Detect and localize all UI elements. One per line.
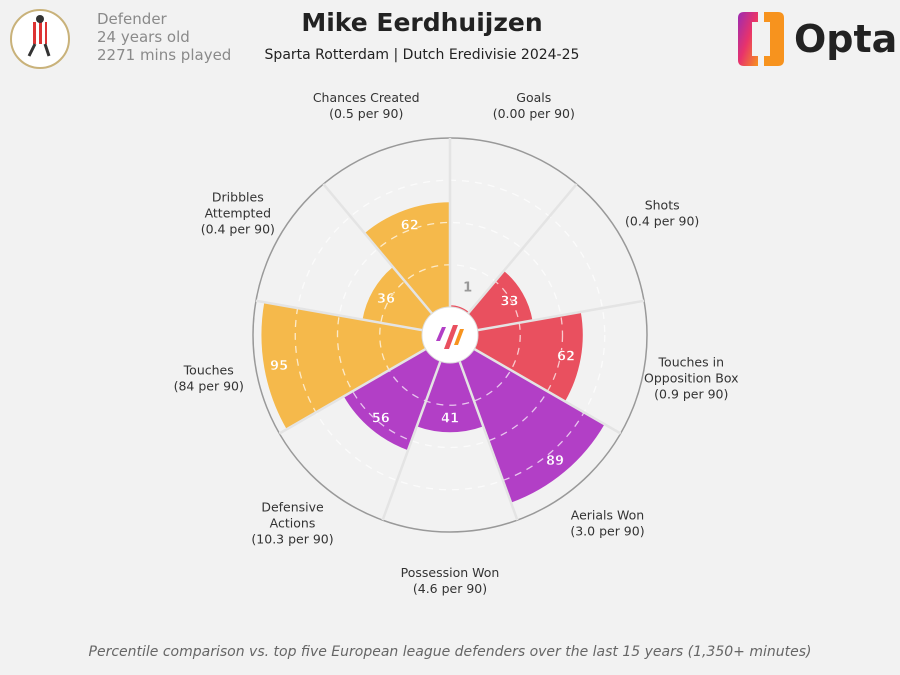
metric-label: Goals (516, 90, 551, 105)
center-logo-icon (444, 325, 458, 349)
metric-per90: (0.4 per 90) (625, 214, 699, 229)
slice-touches (261, 302, 426, 430)
player-position: Defender (97, 10, 167, 28)
slice-dribbles-attempted (362, 266, 433, 331)
slice-possession-won (416, 361, 484, 433)
metric-label: Chances Created (313, 90, 420, 105)
metric-per90: (84 per 90) (174, 379, 244, 394)
center-logo-icon (436, 327, 446, 341)
opta-logo: Opta (736, 8, 897, 70)
opta-wordmark: Opta (794, 17, 898, 61)
metric-label: Aerials Won (571, 508, 644, 523)
metric-label: Actions (270, 516, 316, 531)
opta-logo-icon (738, 12, 784, 66)
value-label: 33 (501, 295, 519, 310)
slice-divider (449, 333, 622, 435)
slice-divider (449, 299, 645, 337)
metric-per90: (3.0 per 90) (570, 524, 644, 539)
metric-label: Opposition Box (644, 371, 739, 386)
metric-per90: (0.4 per 90) (201, 222, 275, 237)
value-label: 95 (270, 359, 288, 374)
metric-label: Dribbles (212, 190, 264, 205)
metric-per90: (0.5 per 90) (329, 106, 403, 121)
club-crest (9, 8, 71, 74)
metric-per90: (0.00 per 90) (493, 106, 575, 121)
value-label: 1 (463, 280, 472, 295)
slice-chances-created (364, 202, 450, 314)
slice-divider (322, 183, 451, 336)
metric-label: Shots (645, 198, 680, 213)
player-age: 24 years old (97, 28, 190, 46)
value-label: 41 (441, 411, 459, 426)
metric-label: Defensive (261, 500, 324, 515)
slice-divider (278, 333, 451, 435)
value-label: 62 (401, 218, 419, 233)
center-logo-icon (454, 329, 464, 345)
value-label: 36 (377, 292, 395, 307)
metric-label: Touches in (658, 355, 724, 370)
slice-shots (467, 270, 533, 331)
minutes-played: 2271 mins played (97, 46, 232, 64)
player-name: Mike Eerdhuijzen (301, 8, 543, 37)
metric-label: Attempted (205, 206, 271, 221)
value-label: 62 (557, 349, 575, 364)
metric-label: Touches (183, 363, 234, 378)
metric-per90: (4.6 per 90) (413, 581, 487, 596)
metric-per90: (10.3 per 90) (251, 532, 333, 547)
slice-divider (448, 334, 519, 521)
gridline-50 (336, 221, 564, 449)
value-label: 56 (372, 411, 390, 426)
subtitle: Sparta Rotterdam | Dutch Eredivisie 2024… (264, 47, 580, 63)
slice-touches-in-opposition-box (474, 311, 583, 402)
value-label: 89 (546, 454, 564, 469)
footer-note: Percentile comparison vs. top five Europ… (88, 644, 812, 660)
metric-per90: (0.9 per 90) (654, 387, 728, 402)
metric-label: Possession Won (401, 565, 500, 580)
slice-divider (449, 183, 578, 336)
slice-divider (255, 299, 451, 337)
slice-aerials-won (459, 349, 605, 503)
slice-divider (381, 334, 452, 521)
